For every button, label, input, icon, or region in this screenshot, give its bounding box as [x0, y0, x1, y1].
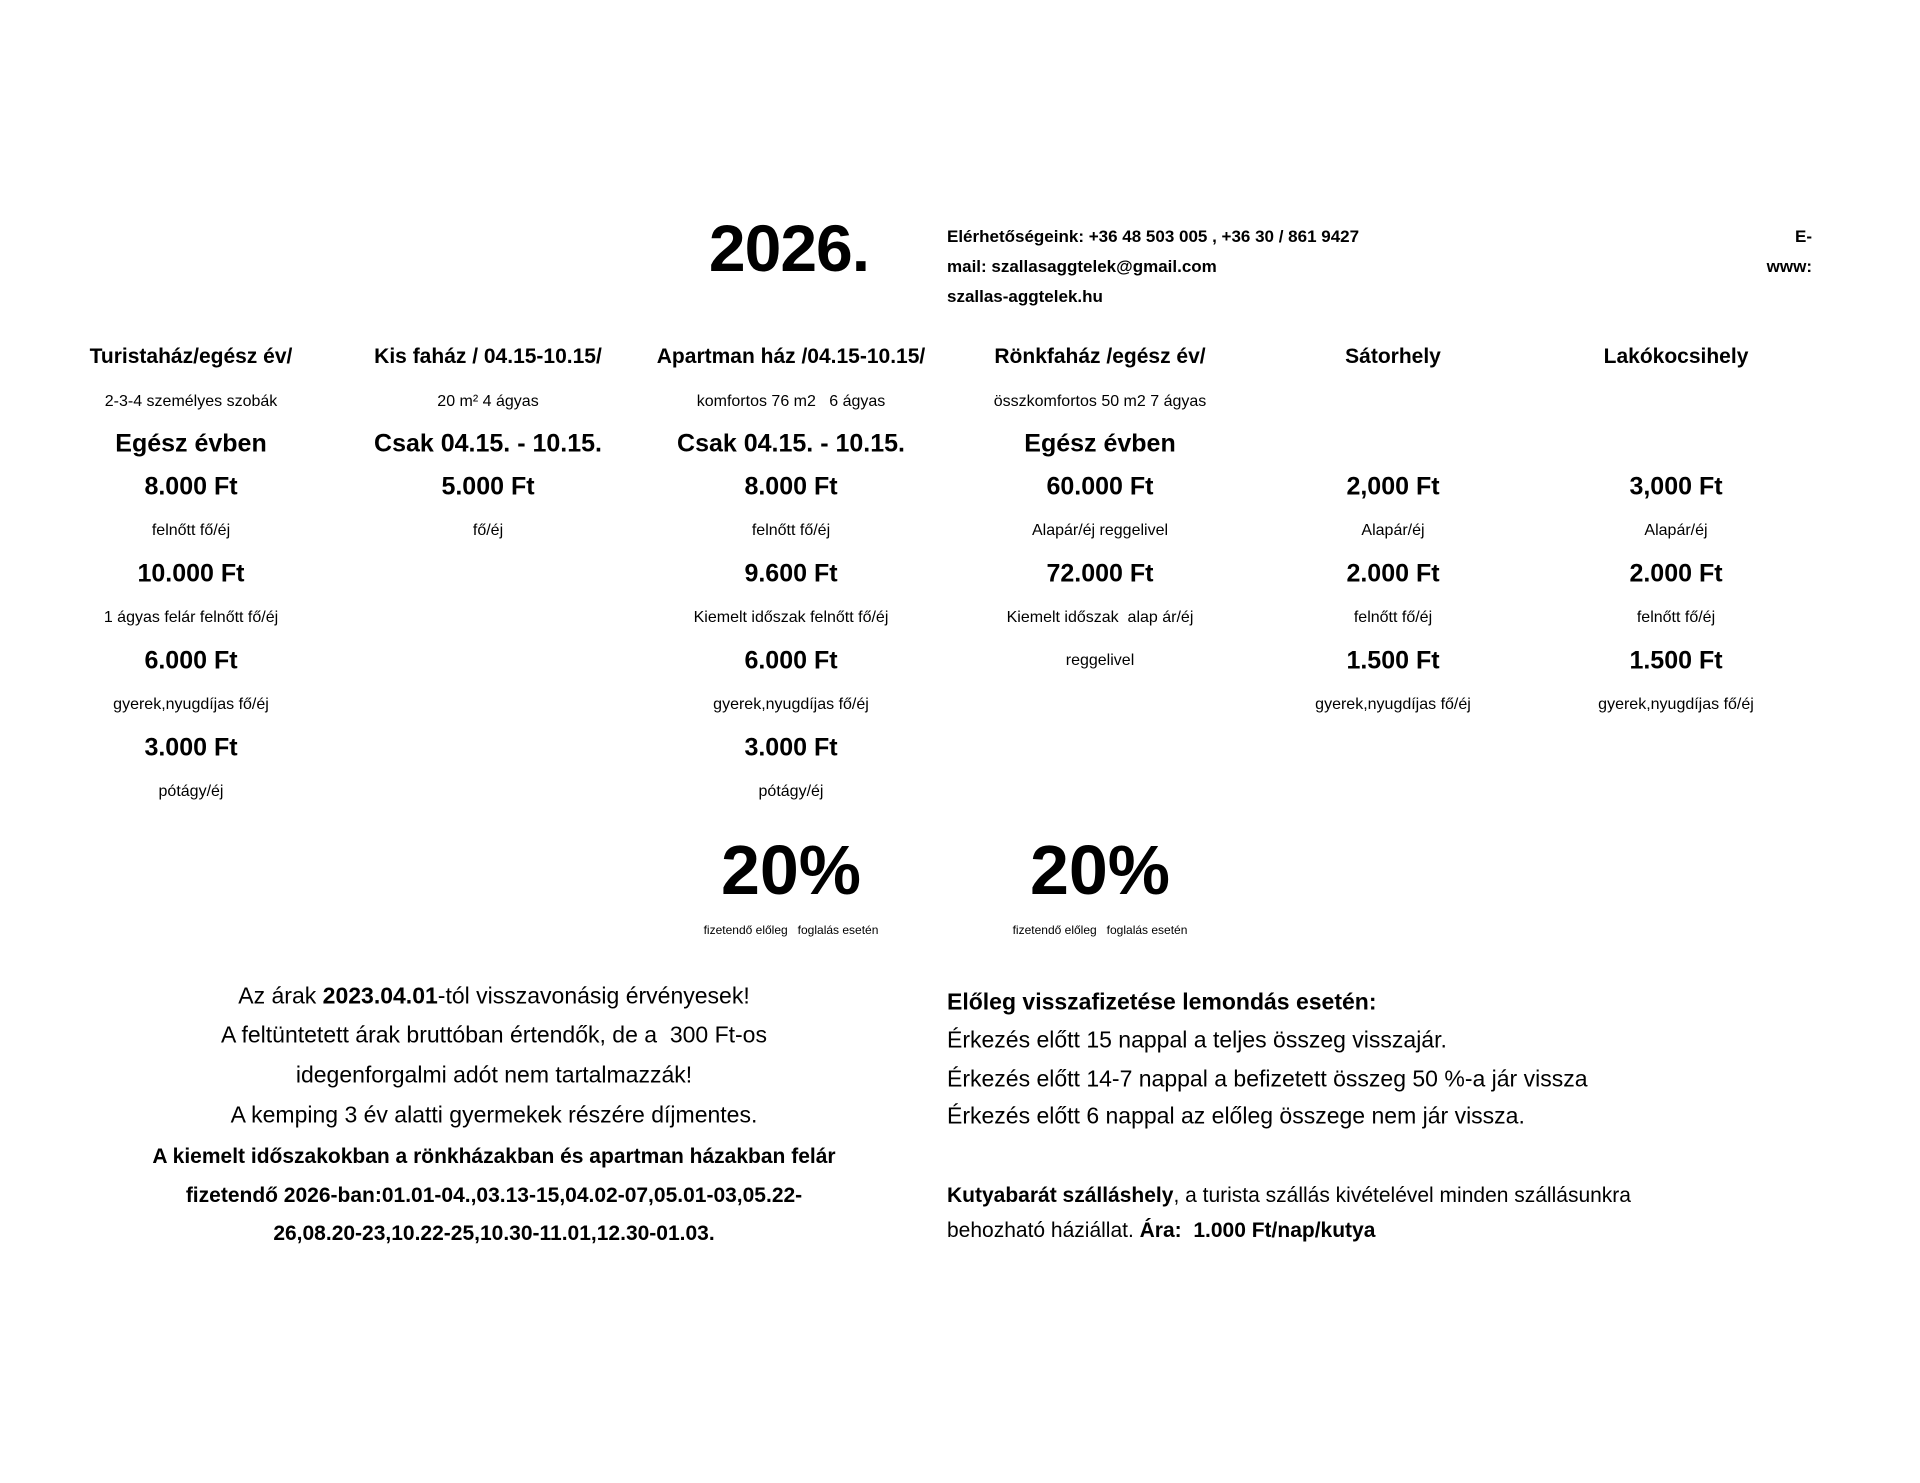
- ronkfahaz-season: Egész évben: [1024, 429, 1176, 458]
- kis-fahaz-sub: 20 m² 4 ágyas: [437, 393, 539, 410]
- contact-www-prefix: www:: [1766, 257, 1812, 276]
- turistahaz-season: Egész évben: [115, 429, 267, 458]
- kis-fahaz-label: fő/éj: [472, 522, 504, 539]
- turistahaz-label: pótágy/éj: [158, 783, 224, 800]
- satorhely-title: Sátorhely: [1345, 345, 1441, 368]
- ronkfahaz-title: Rönkfaház /egész év/: [994, 345, 1206, 368]
- deposit-caption-apartman: fizetendő előleg foglalás esetén: [703, 923, 879, 937]
- text-segment: , a turista szállás kivételével minden s…: [1173, 1184, 1631, 1207]
- ronkfahaz-label: reggelivel: [1065, 652, 1135, 669]
- ronkfahaz-sub: összkomfortos 50 m2 7 ágyas: [993, 393, 1207, 410]
- note-line: 26,08.20-23,10.22-25,10.30-11.01,12.30-0…: [273, 1222, 714, 1246]
- apartman-haz-sub: komfortos 76 m2 6 ágyas: [696, 393, 886, 410]
- text-segment: fizetendő 2026-ban:01.01-04.,03.13-15,04…: [185, 1184, 803, 1207]
- apartman-haz-title: Apartman ház /04.15-10.15/: [656, 345, 926, 368]
- satorhely-price: 2,000 Ft: [1346, 472, 1440, 501]
- text-segment: A feltüntetett árak bruttóban értendők, …: [221, 1021, 767, 1048]
- contact-email-prefix: E-: [1795, 227, 1812, 246]
- ronkfahaz-label: Alapár/éj reggelivel: [1031, 522, 1169, 539]
- satorhely-price: 1.500 Ft: [1346, 646, 1440, 675]
- lakokocsihely-price: 1.500 Ft: [1629, 646, 1723, 675]
- lakokocsihely-price: 3,000 Ft: [1629, 472, 1723, 501]
- text-segment: A kiemelt időszakokban a rönkházakban és…: [152, 1145, 836, 1168]
- text-segment: idegenforgalmi adót nem tartalmazzák!: [295, 1061, 693, 1088]
- apartman-haz-price: 3.000 Ft: [744, 733, 838, 762]
- text-segment: Ára: 1.000 Ft/nap/kutya: [1139, 1219, 1376, 1242]
- ronkfahaz-label: Kiemelt időszak alap ár/éj: [1006, 609, 1194, 626]
- note-line: Kutyabarát szálláshely, a turista szállá…: [947, 1184, 1631, 1208]
- deposit-percent-ronkfahaz: 20%: [1029, 831, 1171, 909]
- refund-heading: Előleg visszafizetése lemondás esetén:: [947, 989, 1377, 1016]
- apartman-haz-price: 8.000 Ft: [744, 472, 838, 501]
- text-segment: 26,08.20-23,10.22-25,10.30-11.01,12.30-0…: [273, 1222, 715, 1245]
- text-segment: 2023.04.01: [322, 982, 438, 1009]
- apartman-haz-price: 6.000 Ft: [744, 646, 838, 675]
- text-segment: Érkezés előtt 6 nappal az előleg összege…: [947, 1102, 1525, 1129]
- note-line: Érkezés előtt 6 nappal az előleg összege…: [947, 1103, 1525, 1130]
- lakokocsihely-label: gyerek,nyugdíjas fő/éj: [1598, 696, 1754, 713]
- contact-email: mail: szallasaggtelek@gmail.com: [947, 257, 1217, 276]
- text-segment: A kemping 3 év alatti gyermekek részére …: [230, 1101, 758, 1128]
- turistahaz-price: 6.000 Ft: [144, 646, 238, 675]
- text-segment: Érkezés előtt 15 nappal a teljes összeg …: [947, 1026, 1447, 1053]
- note-line: A kiemelt időszakokban a rönkházakban és…: [152, 1145, 835, 1169]
- note-line: Érkezés előtt 15 nappal a teljes összeg …: [947, 1027, 1447, 1054]
- apartman-haz-label: pótágy/éj: [758, 783, 824, 800]
- ronkfahaz-price: 72.000 Ft: [1046, 559, 1154, 588]
- satorhely-price: 2.000 Ft: [1346, 559, 1440, 588]
- apartman-haz-price: 9.600 Ft: [744, 559, 838, 588]
- satorhely-label: Alapár/éj: [1361, 522, 1425, 539]
- satorhely-label: gyerek,nyugdíjas fő/éj: [1315, 696, 1471, 713]
- text-segment: Érkezés előtt 14-7 nappal a befizetett ö…: [947, 1065, 1588, 1092]
- note-line: fizetendő 2026-ban:01.01-04.,03.13-15,04…: [186, 1184, 802, 1208]
- lakokocsihely-label: felnőtt fő/éj: [1636, 609, 1716, 626]
- text-segment: -tól visszavonásig érvényesek!: [437, 982, 750, 1009]
- contact-phone: Elérhetőségeink: +36 48 503 005 , +36 30…: [947, 227, 1360, 246]
- year-title: 2026.: [708, 211, 870, 285]
- note-line: behozható háziállat. Ára: 1.000 Ft/nap/k…: [947, 1219, 1375, 1243]
- turistahaz-label: 1 ágyas felár felnőtt fő/éj: [103, 609, 279, 626]
- text-segment: behozható háziállat.: [947, 1219, 1140, 1242]
- note-line: idegenforgalmi adót nem tartalmazzák!: [296, 1062, 692, 1089]
- text-segment: Az árak: [238, 982, 323, 1009]
- note-line: Az árak 2023.04.01-tól visszavonásig érv…: [238, 983, 749, 1010]
- text-segment: Kutyabarát szálláshely: [947, 1184, 1174, 1207]
- apartman-haz-label: gyerek,nyugdíjas fő/éj: [713, 696, 869, 713]
- contact-website: szallas-aggtelek.hu: [947, 287, 1103, 306]
- deposit-percent-apartman: 20%: [720, 831, 862, 909]
- turistahaz-price: 10.000 Ft: [137, 559, 245, 588]
- lakokocsihely-label: Alapár/éj: [1644, 522, 1708, 539]
- lakokocsihely-title: Lakókocsihely: [1603, 345, 1749, 368]
- note-line: Érkezés előtt 14-7 nappal a befizetett ö…: [947, 1066, 1588, 1093]
- kis-fahaz-season: Csak 04.15. - 10.15.: [374, 429, 602, 458]
- text-segment: Előleg visszafizetése lemondás esetén:: [947, 988, 1377, 1015]
- ronkfahaz-price: 60.000 Ft: [1046, 472, 1154, 501]
- turistahaz-price: 3.000 Ft: [144, 733, 238, 762]
- apartman-haz-label: felnőtt fő/éj: [751, 522, 831, 539]
- turistahaz-price: 8.000 Ft: [144, 472, 238, 501]
- turistahaz-title: Turistaház/egész év/: [89, 345, 293, 368]
- turistahaz-label: felnőtt fő/éj: [151, 522, 231, 539]
- turistahaz-label: gyerek,nyugdíjas fő/éj: [113, 696, 269, 713]
- lakokocsihely-price: 2.000 Ft: [1629, 559, 1723, 588]
- apartman-haz-season: Csak 04.15. - 10.15.: [677, 429, 905, 458]
- kis-fahaz-title: Kis faház / 04.15-10.15/: [374, 345, 602, 368]
- satorhely-label: felnőtt fő/éj: [1353, 609, 1433, 626]
- kis-fahaz-price: 5.000 Ft: [441, 472, 535, 501]
- note-line: A kemping 3 év alatti gyermekek részére …: [231, 1102, 758, 1129]
- deposit-caption-ronkfahaz: fizetendő előleg foglalás esetén: [1012, 923, 1188, 937]
- note-line: A feltüntetett árak bruttóban értendők, …: [221, 1022, 767, 1049]
- apartman-haz-label: Kiemelt időszak felnőtt fő/éj: [693, 609, 889, 626]
- turistahaz-sub: 2-3-4 személyes szobák: [104, 393, 278, 410]
